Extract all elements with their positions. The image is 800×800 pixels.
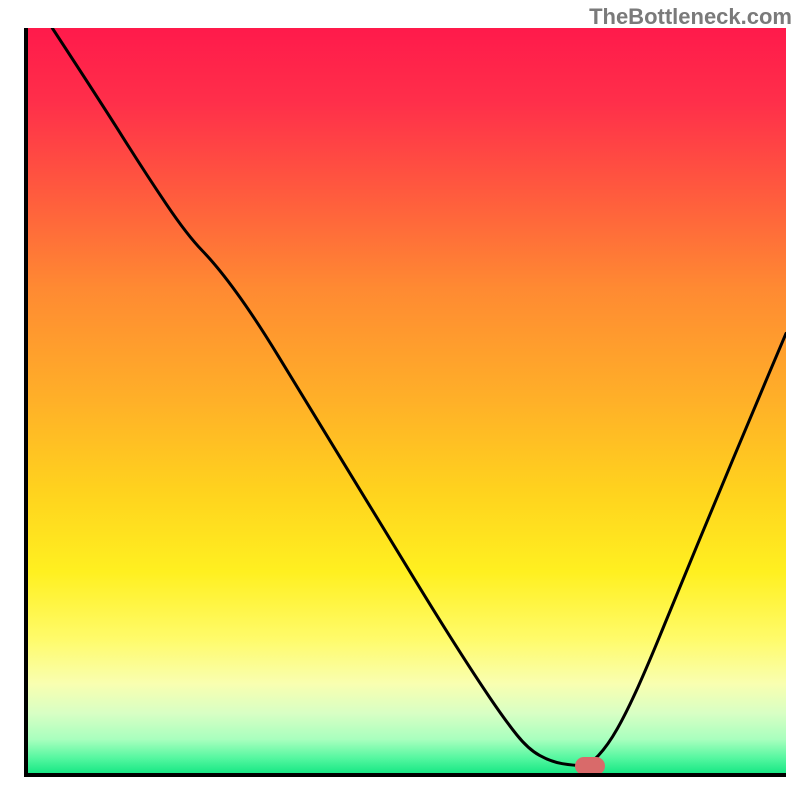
- bottleneck-curve: [28, 28, 786, 773]
- x-axis-line: [24, 773, 786, 777]
- watermark-text: TheBottleneck.com: [589, 4, 792, 30]
- chart-container: TheBottleneck.com: [0, 0, 800, 800]
- optimum-marker: [575, 757, 605, 775]
- y-axis-line: [24, 28, 28, 777]
- plot-area: [28, 28, 786, 773]
